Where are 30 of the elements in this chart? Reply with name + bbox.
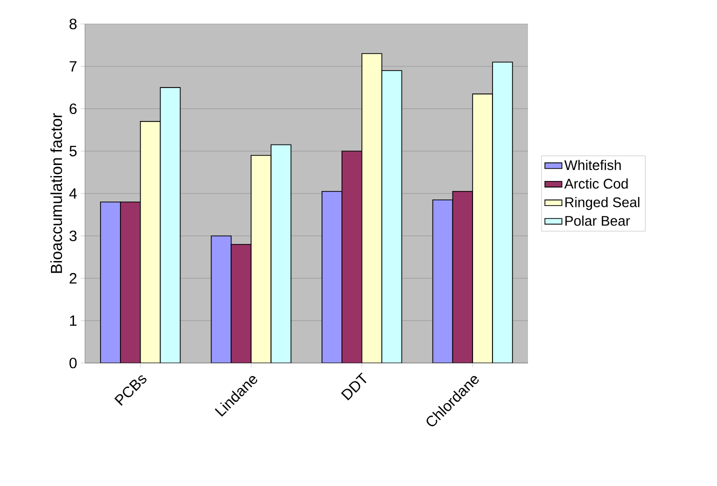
bar (322, 190, 342, 363)
y-tick-label: 6 (70, 103, 77, 114)
y-tick-label: 2 (70, 273, 76, 284)
y-tick-label: 7 (70, 61, 76, 72)
bar (381, 70, 402, 363)
bar (120, 202, 141, 363)
bar (250, 154, 272, 363)
bar (270, 144, 292, 363)
bar (472, 94, 493, 363)
bar (342, 150, 362, 363)
bar (210, 235, 232, 363)
y-tick-label: 4 (69, 188, 77, 199)
legend-label: Whitefish (564, 160, 621, 170)
legend-label: Ringed Seal (565, 196, 640, 210)
bar (361, 53, 382, 363)
bar (230, 244, 252, 363)
bar (452, 190, 474, 363)
y-tick-label: 1 (70, 315, 76, 326)
bar (160, 87, 181, 363)
y-tick-label: 0 (69, 358, 77, 368)
y-tick-label: 5 (70, 146, 77, 156)
bar (140, 121, 161, 363)
bar (100, 202, 121, 363)
y-tick-label: 3 (69, 230, 77, 242)
legend-label: Polar Bear (565, 216, 630, 226)
bar (432, 199, 454, 363)
y-axis-title: Bioaccumulation factor (50, 113, 62, 273)
y-tick-label: 8 (70, 18, 77, 30)
legend-label: Arctic Cod (564, 178, 628, 189)
bar (492, 62, 513, 363)
